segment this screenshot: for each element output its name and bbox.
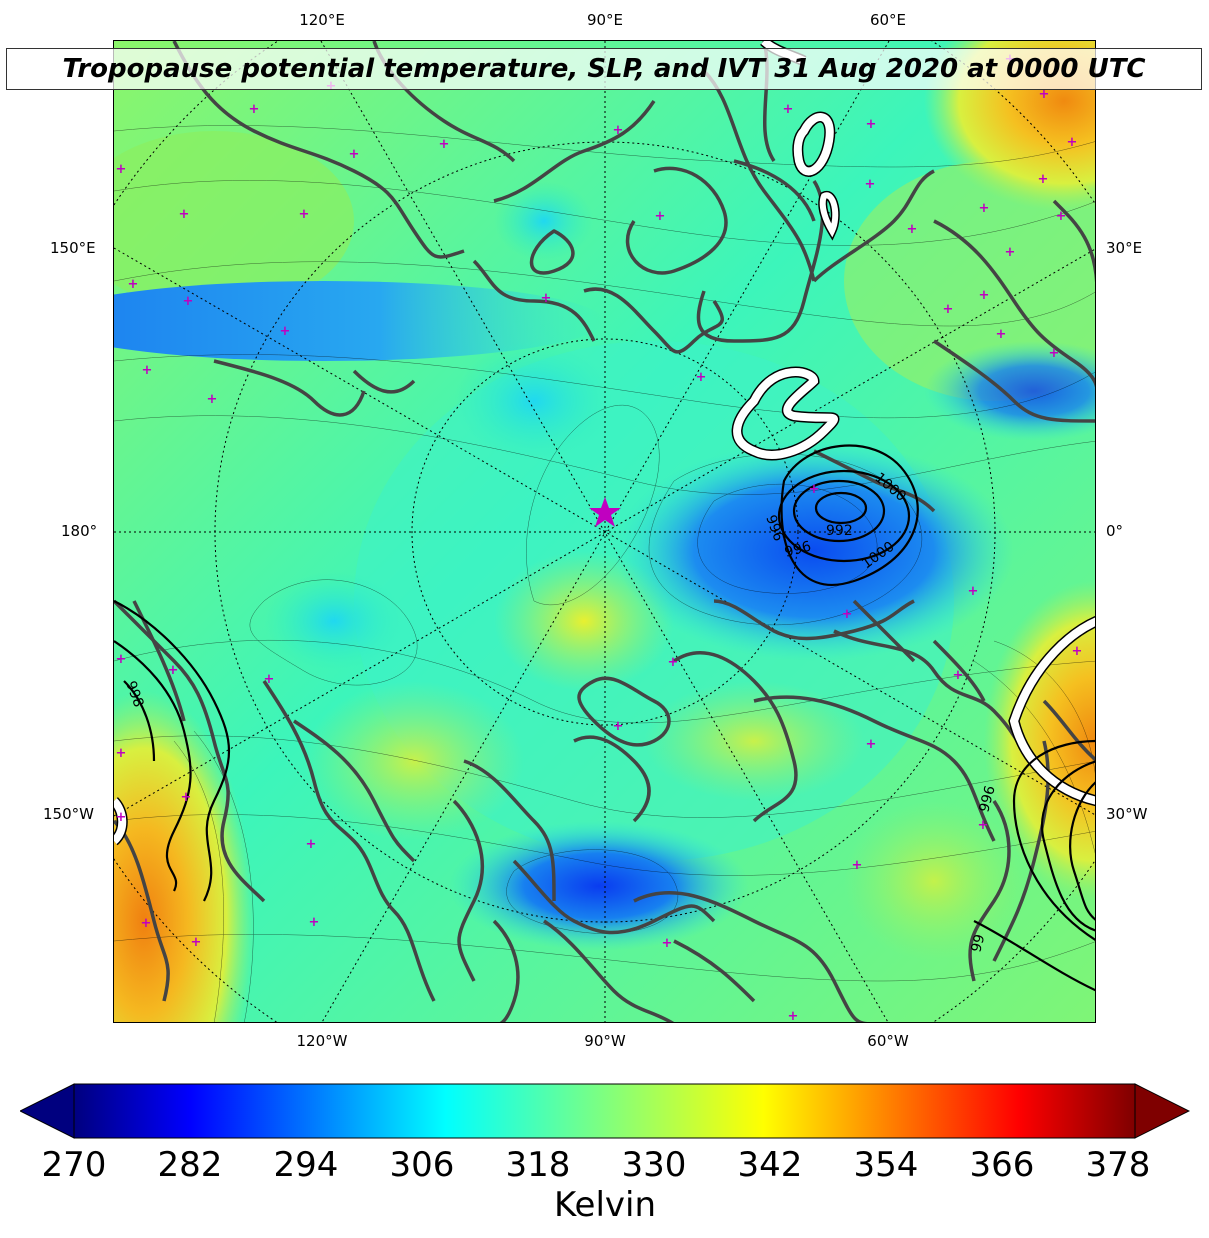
colorbar-tick-label: 342 <box>737 1145 803 1185</box>
lon-label-right-1: 30°E <box>1106 239 1143 257</box>
svg-text:+: + <box>439 137 450 152</box>
station-markers: +++ +++ +++ ++ + ++ + ++ + ++ + + ++ + ++ + ++ … <box>116 52 1083 1023</box>
svg-text:+: + <box>141 916 152 931</box>
colorbar-extend-low <box>20 1083 75 1139</box>
colorbar-extend-high <box>1134 1083 1190 1139</box>
colorbar-tick-label: 270 <box>41 1145 107 1185</box>
svg-text:+: + <box>306 837 317 852</box>
svg-text:+: + <box>128 277 139 292</box>
colorbar-tick-label: 330 <box>621 1145 687 1185</box>
svg-text:+: + <box>866 117 877 132</box>
svg-text:+: + <box>183 294 194 309</box>
ivt-contours <box>114 41 1095 846</box>
colorbar-tick-label: 294 <box>273 1145 339 1185</box>
svg-text:+: + <box>168 663 179 678</box>
map-canvas: 1000 996 992 996 1000 996 99 998 +++ +++… <box>114 41 1095 1023</box>
svg-text:+: + <box>943 302 954 317</box>
svg-text:+: + <box>1049 346 1060 361</box>
colorbar-tick-label: 318 <box>505 1145 571 1185</box>
svg-text:+: + <box>953 668 964 683</box>
svg-text:+: + <box>1005 245 1016 260</box>
svg-text:+: + <box>1038 172 1049 187</box>
svg-text:+: + <box>655 209 666 224</box>
title-box: Tropopause potential temperature, SLP, a… <box>6 48 1202 90</box>
svg-text:+: + <box>1072 644 1083 659</box>
colorbar-tick-label: 378 <box>1085 1145 1151 1185</box>
lon-label-left-3: 150°W <box>43 805 94 823</box>
svg-text:+: + <box>866 737 877 752</box>
svg-text:+: + <box>309 915 320 930</box>
svg-text:+: + <box>783 102 794 117</box>
svg-text:+: + <box>249 102 260 117</box>
cold-band-west <box>114 281 604 361</box>
svg-text:+: + <box>1056 209 1067 224</box>
lon-label-right-3: 30°W <box>1106 805 1148 823</box>
svg-text:+: + <box>852 858 863 873</box>
lon-label-right-2: 0° <box>1106 522 1124 540</box>
colorbar-label: Kelvin <box>553 1185 657 1225</box>
cold-low-region <box>614 441 1014 661</box>
slp-label-996-east: 996 <box>976 784 998 814</box>
slp-label-99-east: 99 <box>968 933 988 954</box>
map-panel: 1000 996 992 996 1000 996 99 998 + + + + + +… <box>113 40 1096 1023</box>
coastlines <box>114 41 1095 1022</box>
slp-contours <box>114 444 1095 992</box>
slp-label-992: 992 <box>826 523 853 539</box>
svg-text:+: + <box>968 584 979 599</box>
svg-text:+: + <box>613 123 624 138</box>
svg-text:+: + <box>299 207 310 222</box>
cold-region-south <box>449 821 749 951</box>
svg-text:+: + <box>979 288 990 303</box>
lon-label-bottom-2: 90°W <box>584 1032 626 1050</box>
colorbar-tick-label: 282 <box>157 1145 223 1185</box>
svg-text:+: + <box>662 936 673 951</box>
svg-text:+: + <box>179 207 190 222</box>
svg-text:+: + <box>842 607 853 622</box>
svg-text:+: + <box>907 222 918 237</box>
graticule <box>114 41 1095 1022</box>
svg-text:+: + <box>349 147 360 162</box>
svg-text:+: + <box>613 719 624 734</box>
svg-text:+: + <box>979 201 990 216</box>
svg-text:+: + <box>978 818 989 833</box>
svg-text:+: + <box>1067 135 1078 150</box>
svg-text:+: + <box>280 324 291 339</box>
svg-text:+: + <box>116 162 127 177</box>
svg-text:+: + <box>1039 87 1050 102</box>
slp-label-996-lower: 996 <box>783 538 813 560</box>
svg-text:+: + <box>116 810 127 825</box>
svg-text:+: + <box>541 291 552 306</box>
map-title: Tropopause potential temperature, SLP, a… <box>62 54 1146 84</box>
svg-text:+: + <box>181 790 192 805</box>
lon-label-bottom-3: 60°W <box>867 1032 909 1050</box>
svg-text:+: + <box>116 746 127 761</box>
pole-star-marker <box>589 497 621 527</box>
svg-text:+: + <box>191 935 202 950</box>
colorbar-tick-label: 306 <box>389 1145 455 1185</box>
colorbar-tick-label: 366 <box>969 1145 1035 1185</box>
lon-label-top-3: 60°E <box>869 11 907 29</box>
svg-text:+: + <box>696 370 707 385</box>
lon-label-left-2: 180° <box>61 522 98 540</box>
warm-region-southwest <box>114 691 254 1022</box>
svg-text:+: + <box>809 482 820 497</box>
lon-label-top-1: 120°E <box>299 11 345 29</box>
lon-label-left-1: 150°E <box>50 239 96 257</box>
colorbar-tick-label: 354 <box>853 1145 919 1185</box>
svg-text:+: + <box>116 652 127 667</box>
lon-label-top-2: 90°E <box>586 11 624 29</box>
colorbar <box>20 1083 1190 1139</box>
svg-text:+: + <box>207 392 218 407</box>
colorbar-gradient <box>73 1083 1136 1139</box>
svg-text:+: + <box>668 655 679 670</box>
svg-text:+: + <box>788 1009 799 1023</box>
lon-label-bottom-1: 120°W <box>296 1032 348 1050</box>
svg-text:+: + <box>996 327 1007 342</box>
svg-text:+: + <box>865 177 876 192</box>
warm-region-east <box>984 581 1095 901</box>
svg-text:+: + <box>142 363 153 378</box>
svg-text:+: + <box>264 672 275 687</box>
